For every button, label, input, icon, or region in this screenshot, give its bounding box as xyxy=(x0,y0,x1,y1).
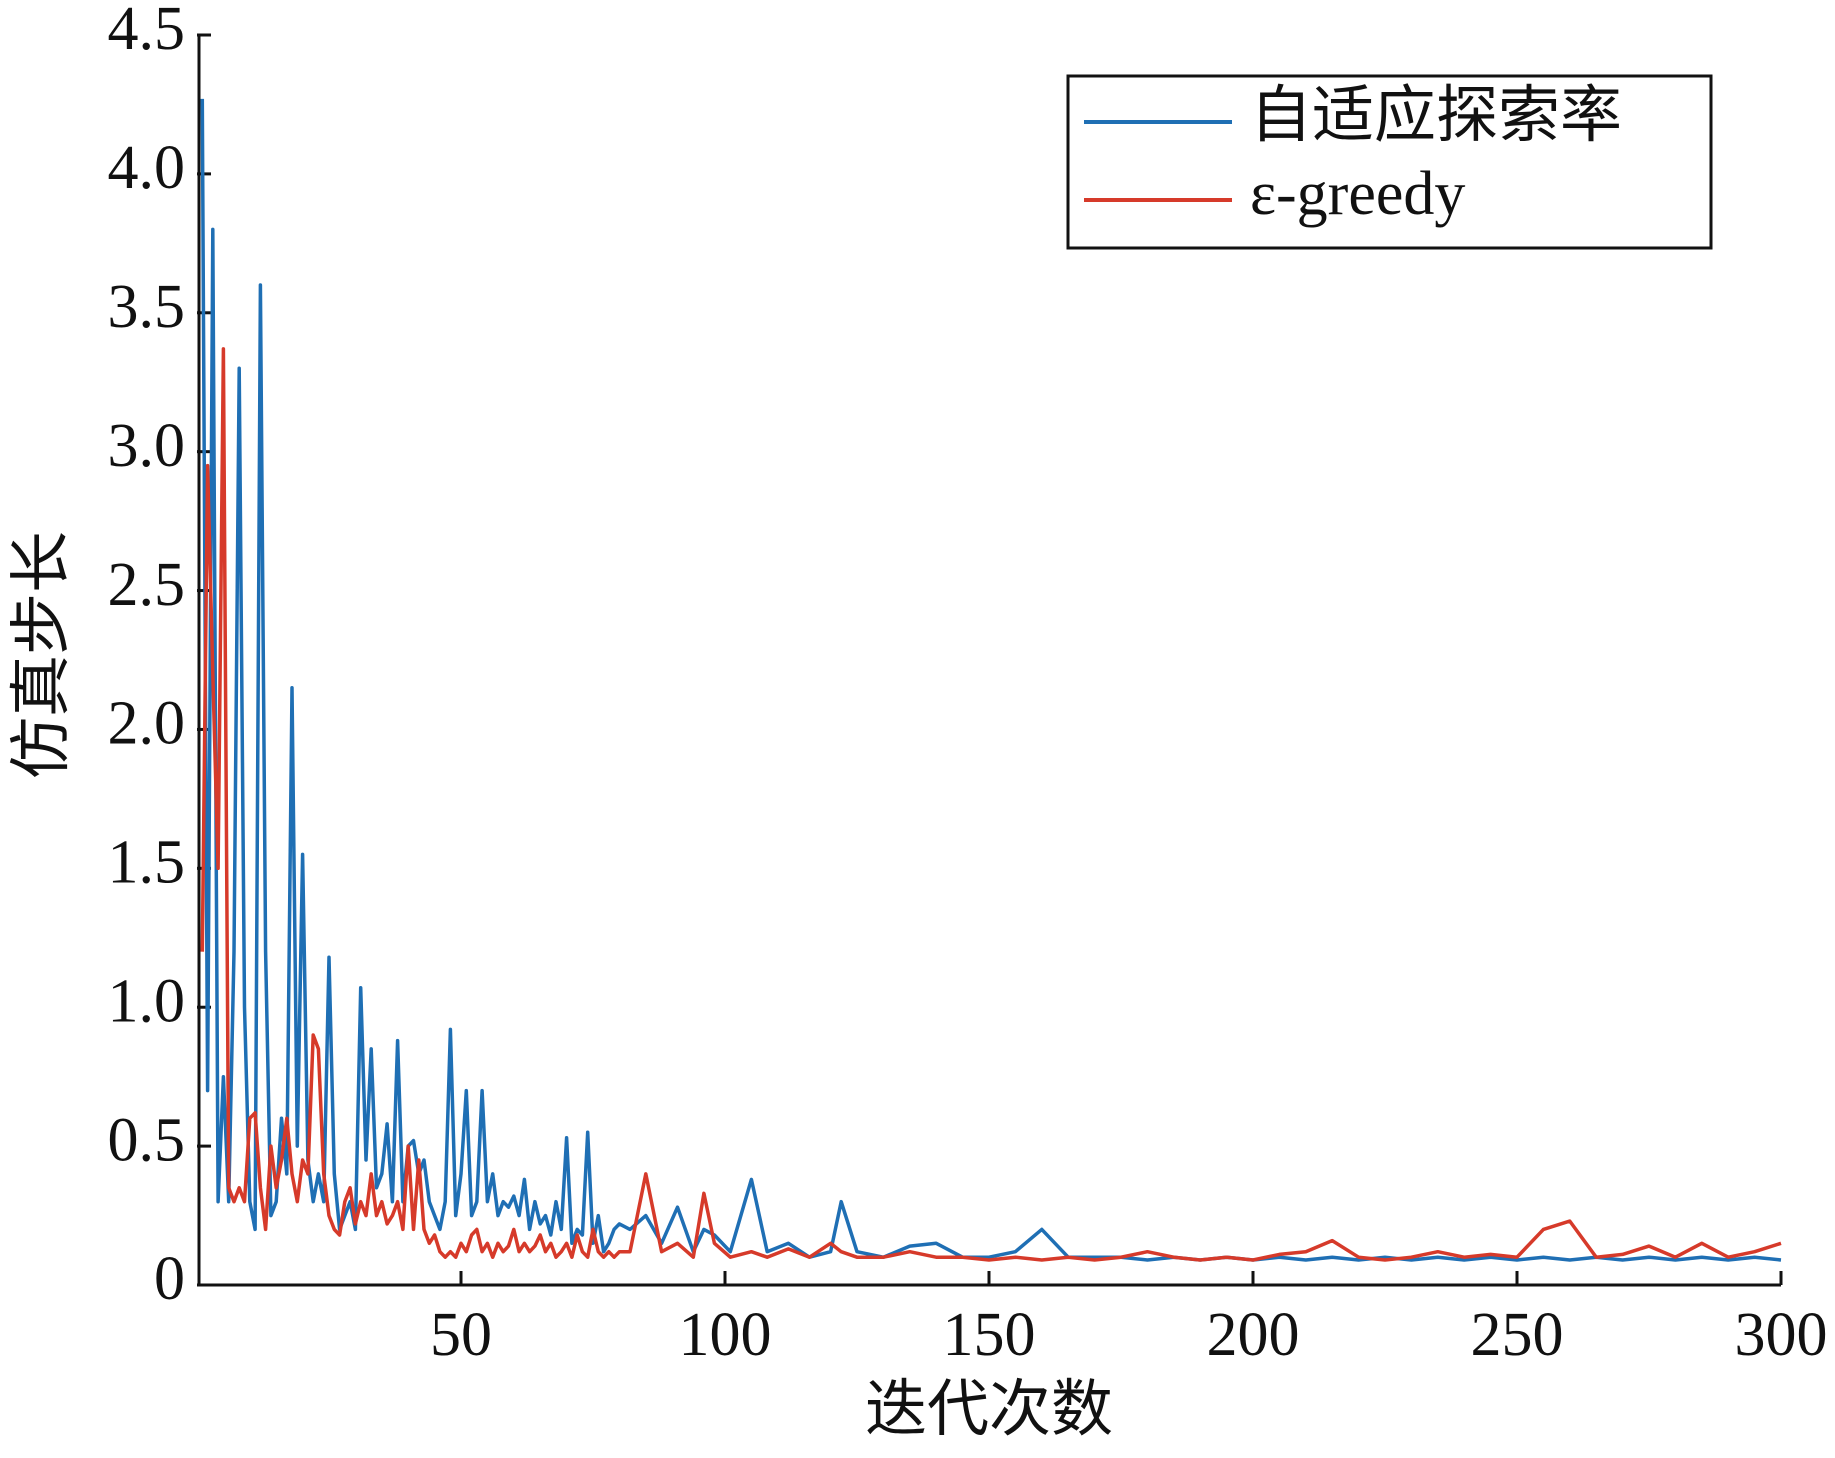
x-tick-label: 200 xyxy=(1207,1301,1300,1369)
x-tick-label: 300 xyxy=(1735,1301,1828,1369)
y-tick-label: 0.5 xyxy=(108,1106,186,1174)
x-tick-label: 250 xyxy=(1471,1301,1564,1369)
series-line xyxy=(200,98,1782,1262)
y-tick-label: 2.5 xyxy=(108,551,186,619)
y-tick-label: 3.0 xyxy=(108,412,186,480)
legend-box xyxy=(1066,74,1713,250)
x-axis-label: 迭代次数 xyxy=(865,1376,1113,1444)
y-tick-label: 1.5 xyxy=(108,829,186,897)
y-tick-label: 3.5 xyxy=(108,273,186,341)
y-axis-label: 仿真步长 xyxy=(8,531,76,779)
x-tick-label: 50 xyxy=(430,1301,492,1369)
y-tick-label: 2.0 xyxy=(108,690,186,758)
legend-label: ε-greedy xyxy=(1250,160,1465,228)
legend-label: 自适应探索率 xyxy=(1250,82,1622,150)
y-tick-label: 4.5 xyxy=(108,0,186,63)
y-tick-label: 1.0 xyxy=(108,967,186,1035)
x-tick-label: 100 xyxy=(679,1301,772,1369)
x-tick-label: 150 xyxy=(943,1301,1036,1369)
y-tick-label: 0 xyxy=(154,1245,185,1313)
y-tick-label: 4.0 xyxy=(108,134,186,202)
series-line xyxy=(200,347,1782,1262)
